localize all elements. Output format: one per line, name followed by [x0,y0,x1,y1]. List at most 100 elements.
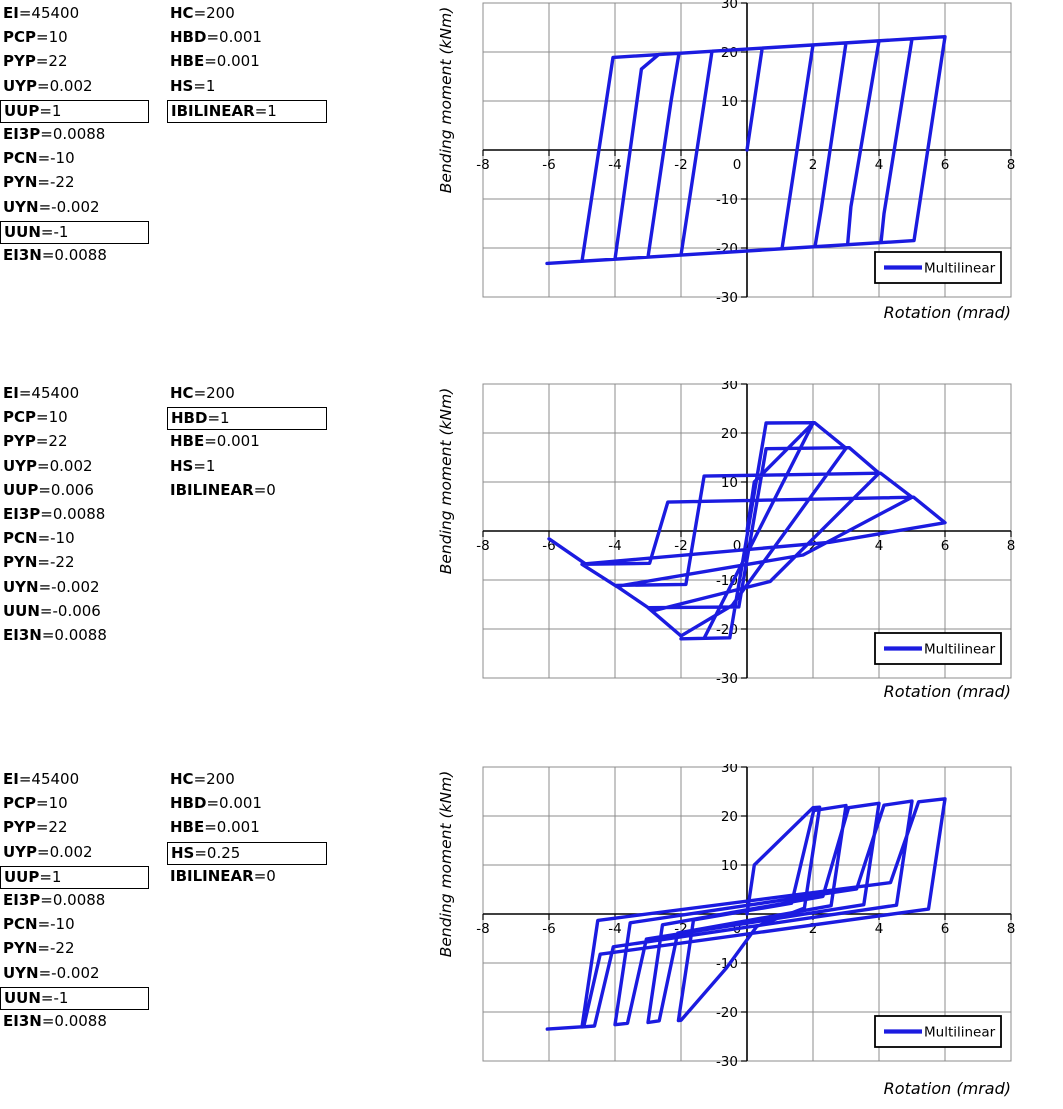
param-label: PCN [3,149,38,168]
param-row-pyn: PYN=-22 [3,553,107,577]
param-label: HBE [170,818,205,837]
param-row-hbe: HBE=0.001 [170,52,327,76]
param-value: =22 [35,432,68,451]
param-row-hbe: HBE=0.001 [170,432,327,456]
param-label: PCN [3,529,38,548]
param-value: =-1 [40,222,69,241]
param-row-pcp: PCP=10 [3,408,107,432]
svg-text:-8: -8 [476,538,489,554]
svg-text:20: 20 [721,426,738,442]
param-row-pyp: PYP=22 [3,52,149,76]
x-axis-title: Rotation (mrad) [884,303,1011,322]
svg-text:6: 6 [941,157,950,173]
param-value: =200 [193,4,235,22]
param-label: PYN [3,553,38,572]
svg-text:-8: -8 [476,157,489,173]
param-row-pcp: PCP=10 [3,28,149,52]
param-value: =0.001 [204,818,260,837]
param-row-uup: UUP=1 [0,865,149,891]
param-label: PCN [3,915,38,934]
param-label: IBILINEAR [171,101,255,120]
highlight-box: HS=0.25 [167,841,327,865]
y-axis-title: Bending moment (kNm) [437,7,455,194]
param-label: EI [3,770,19,788]
param-row-ei3p: EI3P=0.0088 [3,891,149,915]
param-value: =0.002 [37,76,93,95]
param-value: =1 [193,76,216,95]
svg-text:4: 4 [875,538,884,554]
param-value: =1 [193,456,216,475]
param-label: EI3P [3,890,41,909]
param-label: UYP [3,76,38,95]
svg-text:10: 10 [721,94,738,110]
param-row-pcn: PCN=-10 [3,915,149,939]
param-value: =-0.006 [39,601,101,620]
param-value: =0.001 [206,794,262,813]
param-row-ibilinear: IBILINEAR=0 [170,867,327,891]
param-row-hs: HS=0.25 [167,841,327,867]
param-value: =0.002 [37,456,93,475]
param-row-ei3p: EI3P=0.0088 [3,505,107,529]
svg-text:8: 8 [1007,157,1016,173]
param-label: UUP [4,101,40,120]
svg-text:-30: -30 [716,671,738,687]
svg-text:-10: -10 [716,192,738,208]
param-label: HC [170,770,194,788]
svg-text:0: 0 [733,157,742,173]
param-label: PCP [3,794,36,813]
svg-text:0: 0 [733,538,742,554]
param-row-hbd: HBD=0.001 [170,28,327,52]
param-label: EI [3,384,19,402]
param-value: =0.0088 [40,504,106,523]
multilinear-curve [545,797,947,1031]
param-value: =-0.002 [38,577,100,596]
param-label: IBILINEAR [170,866,254,885]
params-column-2: HC=200 HBD=0.001 HBE=0.001 HS=0.25 IBILINEAR… [167,770,327,891]
param-row-ibilinear: IBILINEAR=1 [167,99,327,125]
svg-text:30: 30 [721,764,738,776]
param-row-pcn: PCN=-10 [3,529,107,553]
multilinear-curve [545,35,947,266]
svg-text:-4: -4 [608,157,621,173]
svg-text:8: 8 [1007,921,1016,937]
param-row-uun: UUN=-1 [0,986,149,1012]
param-value: =0.0088 [41,1011,107,1030]
param-row-pyp: PYP=22 [3,432,107,456]
param-label: IBILINEAR [170,480,254,499]
legend: Multilinear [874,1015,1002,1048]
svg-text:-20: -20 [716,622,738,638]
param-row-uun: UUN=-1 [0,220,149,246]
svg-text:2: 2 [809,538,818,554]
param-value: =0.002 [37,842,93,861]
highlight-box: IBILINEAR=1 [167,99,327,123]
param-label: PCP [3,28,36,47]
param-row-hc: HC=200 [170,384,327,408]
param-value: =-10 [37,529,75,548]
legend: Multilinear [874,632,1002,665]
param-row-ei: EI=45400 [3,4,149,28]
param-label: EI3P [3,504,41,523]
legend-label: Multilinear [924,1025,996,1041]
hysteresis-chart-3: -8 -6 -4 -2 0 2 4 6 8-30-20-10102030MultilinearR… [437,764,1015,1098]
param-label: HS [171,843,195,862]
param-label: UUN [4,988,41,1007]
param-label: HBD [170,28,207,47]
param-label: EI3N [3,245,42,264]
param-row-hbe: HBE=0.001 [170,818,327,842]
param-row-uup: UUP=1 [0,99,149,125]
params-column-1: EI=45400 PCP=10 PYP=22 UYP=0.002 UUP=1 EI3P=0… [0,770,149,1036]
svg-text:2: 2 [809,157,818,173]
param-label: UYN [3,197,39,216]
param-value: =-0.002 [38,197,100,216]
svg-text:4: 4 [875,157,884,173]
svg-text:4: 4 [875,921,884,937]
param-value: =0.006 [38,480,94,499]
param-label: EI3N [3,625,42,644]
svg-text:8: 8 [1007,538,1016,554]
param-value: =0.0088 [41,625,107,644]
param-value: =10 [36,794,68,813]
hysteresis-chart-1: -8 -6 -4 -2 0 2 4 6 8-30-20-10102030MultilinearR… [437,0,1016,322]
param-row-uyp: UYP=0.002 [3,77,149,101]
svg-text:-4: -4 [608,538,621,554]
